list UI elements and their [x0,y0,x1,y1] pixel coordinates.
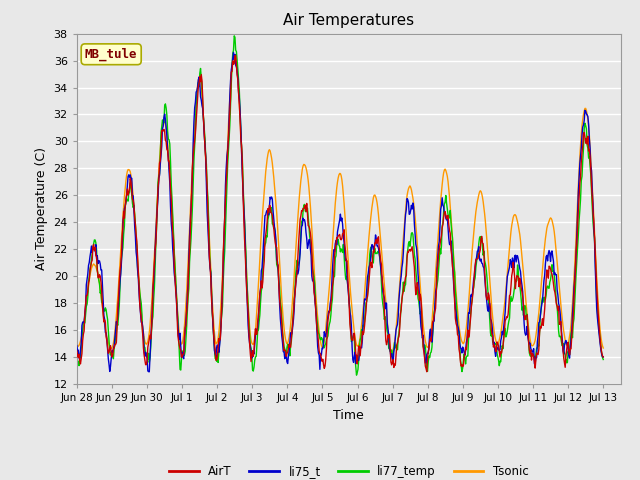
AirT [137,309,145,315]
Tsonic [190,133,198,139]
li77_temp [137,296,145,301]
li75_t [600,354,607,360]
li75_t [83,282,90,288]
Line: li75_t: li75_t [77,52,604,372]
Tsonic [83,302,90,308]
li77_temp [218,312,226,317]
Legend: AirT, li75_t, li77_temp, Tsonic: AirT, li75_t, li77_temp, Tsonic [164,461,533,480]
Tsonic [405,184,413,190]
li75_t [230,49,237,55]
Line: AirT: AirT [77,55,604,372]
li75_t [219,282,227,288]
Line: Tsonic: Tsonic [77,55,604,352]
Tsonic [137,300,145,306]
X-axis label: Time: Time [333,408,364,421]
li75_t [145,369,153,375]
li75_t [137,310,145,316]
AirT [83,293,90,299]
AirT [404,249,412,255]
li77_temp [73,352,81,358]
li77_temp [353,372,360,378]
li75_t [405,212,413,217]
Tsonic [388,349,396,355]
Y-axis label: Air Temperature (C): Air Temperature (C) [35,147,48,270]
AirT [420,349,428,355]
Tsonic [218,286,226,292]
Tsonic [73,344,81,350]
AirT [232,52,239,58]
li75_t [191,105,198,110]
li77_temp [420,342,428,348]
Tsonic [600,345,607,351]
Tsonic [420,334,428,339]
AirT [73,348,81,354]
li77_temp [83,303,90,309]
Text: MB_tule: MB_tule [85,48,138,61]
AirT [600,354,607,360]
li75_t [73,343,81,348]
li77_temp [405,239,413,244]
AirT [218,305,226,311]
li77_temp [230,33,238,39]
li77_temp [600,357,607,362]
Tsonic [230,52,238,58]
AirT [423,369,431,374]
AirT [190,144,198,150]
li75_t [420,352,428,358]
Line: li77_temp: li77_temp [77,36,604,375]
Title: Air Temperatures: Air Temperatures [284,13,414,28]
li77_temp [190,157,198,163]
